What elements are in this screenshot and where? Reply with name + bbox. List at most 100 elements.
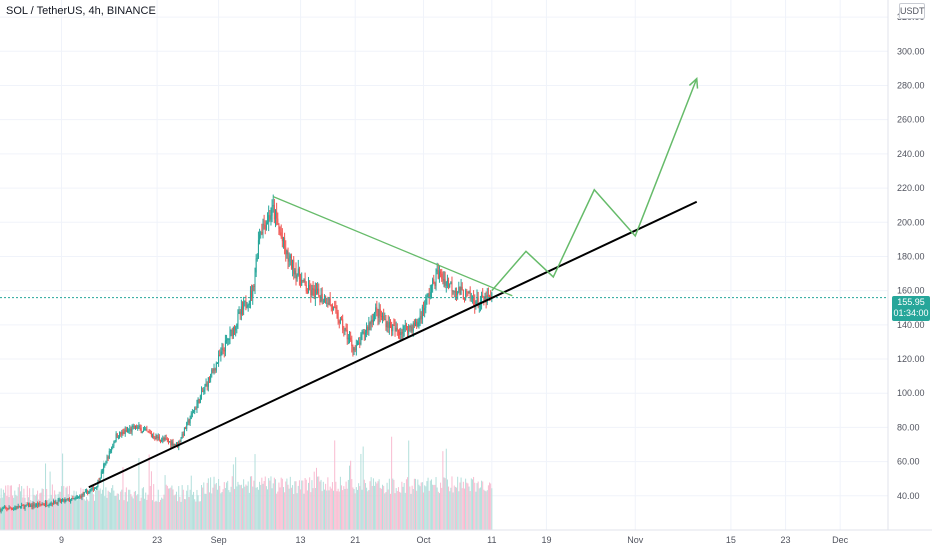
candle-body — [354, 348, 356, 351]
volume-bar — [164, 475, 166, 530]
candle-body — [284, 237, 286, 248]
candle-body — [399, 332, 401, 335]
volume-bar — [303, 493, 305, 530]
candle-body — [42, 504, 44, 506]
price-axis-panel[interactable] — [888, 0, 932, 530]
volume-bar — [339, 476, 341, 530]
volume-bar — [187, 485, 189, 530]
volume-bar — [13, 497, 15, 530]
candle-body — [211, 369, 213, 375]
candle-body — [463, 299, 465, 301]
candle-body — [404, 324, 406, 326]
candle-body — [313, 288, 315, 299]
volume-bar — [394, 493, 396, 530]
candle-body — [410, 326, 412, 328]
volume-bar — [216, 489, 218, 530]
volume-bar — [359, 486, 361, 530]
volume-bar — [59, 491, 61, 530]
volume-bar — [1, 497, 3, 530]
volume-bar — [405, 479, 407, 530]
volume-bar — [267, 489, 269, 530]
candle-body — [433, 279, 435, 284]
candle-body — [113, 442, 115, 446]
volume-bar — [351, 479, 353, 530]
volume-bar — [256, 487, 258, 530]
volume-bar — [50, 494, 52, 530]
candle-body — [91, 487, 93, 490]
candle-body — [282, 237, 284, 242]
candle-body — [66, 499, 68, 501]
candle-body — [355, 344, 357, 351]
candle-body — [55, 502, 57, 504]
candle-body — [171, 441, 173, 445]
volume-bar — [180, 501, 182, 530]
volume-bar — [429, 480, 431, 530]
candle-body — [81, 493, 83, 498]
candle-body — [485, 295, 487, 303]
candle-body — [80, 496, 82, 498]
candle-body — [114, 440, 116, 443]
candle-body — [438, 271, 440, 279]
candle-body — [400, 332, 402, 335]
volume-bar — [486, 490, 488, 530]
candle-body — [331, 304, 333, 310]
volume-bar — [197, 495, 199, 530]
candle-body — [454, 291, 456, 293]
volume-bar — [163, 494, 165, 530]
candle-body — [271, 206, 273, 216]
candle-body — [382, 315, 384, 317]
candle-body — [448, 279, 450, 287]
volume-bar — [109, 492, 111, 530]
volume-bar — [379, 487, 381, 530]
volume-bar — [302, 480, 304, 530]
volume-bar — [254, 454, 256, 530]
candle-body — [195, 408, 197, 410]
candle-body — [73, 498, 75, 500]
candle-body — [51, 503, 53, 505]
candle-body — [257, 240, 259, 258]
volume-bar — [489, 482, 491, 530]
candle-body — [260, 232, 262, 235]
volume-bar — [113, 490, 115, 530]
volume-bar — [412, 489, 414, 530]
volume-bar — [325, 483, 327, 530]
volume-bar — [288, 488, 290, 530]
candle-body — [237, 313, 239, 324]
volume-bar — [262, 483, 264, 530]
candle-body — [34, 505, 36, 507]
volume-bar — [355, 487, 357, 530]
candle-body — [350, 337, 352, 340]
volume-bar — [445, 448, 447, 530]
volume-bar — [153, 484, 155, 530]
volume-bar — [78, 497, 80, 530]
candle-body — [312, 288, 314, 290]
candle-body — [288, 258, 290, 262]
candle-body — [160, 439, 162, 442]
volume-bar — [264, 476, 266, 530]
candle-body — [234, 326, 236, 331]
x-tick-label: 11 — [487, 535, 496, 545]
drawings[interactable] — [88, 77, 699, 489]
volume-bar — [419, 486, 421, 530]
currency-button[interactable]: USDT — [899, 3, 925, 19]
volume-bar — [364, 483, 366, 530]
candle-body — [276, 211, 278, 219]
volume-bar — [116, 493, 118, 530]
volume-bar — [384, 493, 386, 530]
candle-body — [474, 300, 476, 307]
candle-body — [186, 422, 188, 430]
candle-body — [99, 477, 101, 481]
volume-bar — [49, 471, 51, 530]
candle-body — [16, 507, 18, 509]
candle-body — [144, 429, 146, 431]
candle-body — [466, 290, 468, 292]
time-axis-panel[interactable] — [0, 530, 932, 550]
candle-body — [491, 292, 493, 297]
volume-bar — [277, 491, 279, 530]
volume-bar — [467, 483, 469, 530]
candle-body — [98, 480, 100, 482]
candle-body — [180, 438, 182, 442]
volume-bar — [374, 485, 376, 530]
volume-bar — [313, 471, 315, 530]
